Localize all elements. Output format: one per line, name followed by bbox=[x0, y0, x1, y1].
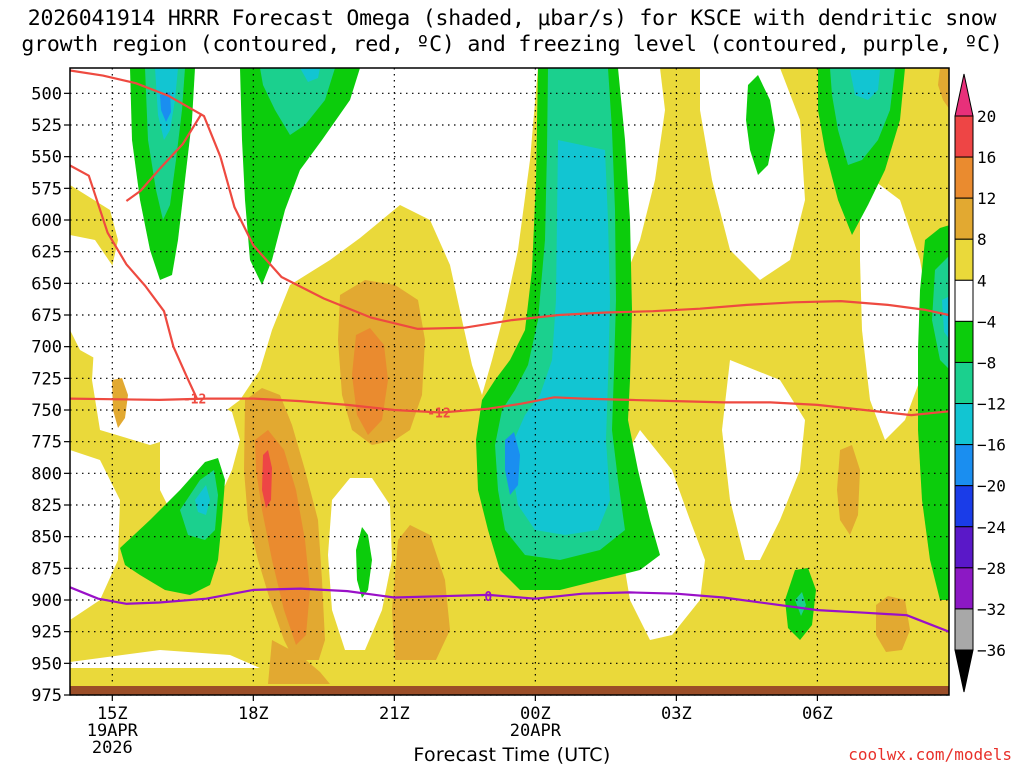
colorbar-segment bbox=[954, 238, 974, 281]
colorbar-label: 12 bbox=[977, 189, 996, 208]
y-tick-label: 750 bbox=[31, 401, 62, 421]
y-tick-label: 825 bbox=[31, 496, 62, 516]
y-tick-label: 575 bbox=[31, 179, 62, 199]
omega-region-16-20 bbox=[262, 450, 272, 508]
colorbar-segment bbox=[954, 526, 974, 569]
y-tick-label: 925 bbox=[31, 623, 62, 643]
x-tick-sublabel: 2026 bbox=[92, 738, 133, 758]
x-axis-title: Forecast Time (UTC) bbox=[413, 744, 611, 766]
colorbar-segment bbox=[954, 156, 974, 199]
y-tick-label: 950 bbox=[31, 654, 62, 674]
x-tick-label: 18Z bbox=[238, 704, 269, 724]
contour-layer: -12 -12 0 bbox=[70, 69, 949, 633]
colorbar-segment bbox=[954, 361, 974, 405]
colorbar-segment bbox=[954, 444, 974, 487]
colorbar-arrow-bottom bbox=[954, 649, 974, 693]
colorbar-label: 16 bbox=[977, 148, 996, 167]
colorbar-segment bbox=[954, 320, 974, 363]
x-tick-label: 00Z bbox=[520, 704, 551, 724]
x-tick-label: 15Z bbox=[97, 704, 128, 724]
y-tick-label: 675 bbox=[31, 306, 62, 326]
x-tick-label: 21Z bbox=[379, 704, 410, 724]
colorbar-label: −36 bbox=[977, 641, 1006, 660]
y-axis: 500 525 550 575 600 625 650 675 700 725 750 775 800 8… bbox=[31, 84, 70, 706]
x-tick-sublabel: 19APR bbox=[87, 721, 139, 741]
y-tick-label: 975 bbox=[31, 686, 62, 706]
contour-label: -12 bbox=[427, 407, 450, 422]
dgz-contour-3 bbox=[125, 113, 203, 202]
y-tick-label: 875 bbox=[31, 559, 62, 579]
y-tick-label: 525 bbox=[31, 116, 62, 136]
colorbar-label: −16 bbox=[977, 436, 1006, 455]
plot-frame bbox=[69, 67, 950, 696]
x-tick-label: 03Z bbox=[661, 704, 692, 724]
chart-title-line-1: 2026041914 HRRR Forecast Omega (shaded, … bbox=[27, 6, 997, 31]
dgz-contour-0 bbox=[70, 396, 949, 417]
x-tick-label: 06Z bbox=[802, 704, 833, 724]
colorbar-segment bbox=[954, 608, 974, 651]
contour-label: -12 bbox=[183, 393, 206, 408]
ground-band bbox=[70, 686, 949, 695]
y-tick-label: 550 bbox=[31, 148, 62, 168]
dgz-contour-1 bbox=[70, 164, 198, 400]
freezing-level-contour-4 bbox=[70, 586, 949, 633]
x-tick-sublabel: 20APR bbox=[510, 721, 562, 741]
grid-lines bbox=[70, 68, 949, 696]
colorbar-segment bbox=[954, 197, 974, 240]
y-tick-label: 800 bbox=[31, 464, 62, 484]
colorbar-label: 4 bbox=[977, 271, 987, 290]
contour-label: 0 bbox=[484, 590, 492, 605]
y-tick-label: 600 bbox=[31, 211, 62, 231]
y-tick-label: 500 bbox=[31, 84, 62, 104]
y-tick-label: 850 bbox=[31, 528, 62, 548]
y-tick-label: 650 bbox=[31, 274, 62, 294]
colorbar-segment bbox=[954, 403, 974, 446]
y-tick-label: 725 bbox=[31, 369, 62, 389]
colorbar: 20 16 12 8 4 −4 −8 −12 −16 −20 −24 −28 −32 −36 bbox=[954, 73, 1006, 693]
y-tick-label: 775 bbox=[31, 433, 62, 453]
colorbar-label: −24 bbox=[977, 518, 1006, 537]
colorbar-label: −8 bbox=[977, 353, 996, 372]
colorbar-label: −4 bbox=[977, 312, 996, 331]
colorbar-segment bbox=[954, 485, 974, 528]
omega-shading bbox=[70, 68, 949, 695]
dgz-contour-2 bbox=[70, 69, 949, 330]
colorbar-segment bbox=[954, 279, 974, 322]
colorbar-segment bbox=[954, 115, 974, 158]
colorbar-label: −28 bbox=[977, 559, 1006, 578]
chart-title-line-2: growth region (contoured, red, ºC) and f… bbox=[21, 32, 1003, 57]
credit-text: coolwx.com/models bbox=[848, 745, 1012, 764]
colorbar-segment bbox=[954, 567, 974, 610]
y-tick-label: 900 bbox=[31, 591, 62, 611]
colorbar-arrow-top bbox=[954, 73, 974, 117]
colorbar-label: −12 bbox=[977, 395, 1006, 414]
y-tick-label: 700 bbox=[31, 338, 62, 358]
colorbar-label: −32 bbox=[977, 600, 1006, 619]
colorbar-label: 8 bbox=[977, 230, 987, 249]
colorbar-label: 20 bbox=[977, 107, 996, 126]
colorbar-label: −20 bbox=[977, 477, 1006, 496]
y-tick-label: 625 bbox=[31, 243, 62, 263]
